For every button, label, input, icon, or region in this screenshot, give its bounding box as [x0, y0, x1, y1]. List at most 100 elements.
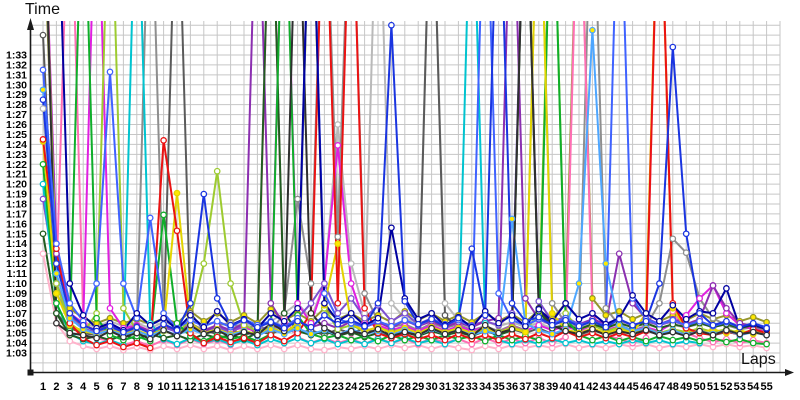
data-point-blue2-lap5[interactable]: [93, 280, 100, 287]
data-point-violet-lap38[interactable]: [535, 297, 543, 305]
data-point-blue-lap38[interactable]: [535, 313, 543, 321]
data-point-black-lap31[interactable]: [441, 330, 449, 338]
data-point-yellowgreen-lap14[interactable]: [213, 167, 221, 175]
data-point-lightpink-lap18[interactable]: [267, 341, 275, 349]
data-point-violet-lap21[interactable]: [307, 299, 315, 307]
data-point-lightpink-lap20[interactable]: [294, 341, 301, 349]
data-point-sky-lap34[interactable]: [481, 327, 489, 335]
data-point-navy-lap26[interactable]: [374, 314, 382, 322]
data-point-lightpink-lap26[interactable]: [374, 345, 382, 353]
data-point-lightpink-lap19[interactable]: [280, 345, 288, 353]
data-point-blue-lap13[interactable]: [200, 190, 208, 198]
data-point-black-lap8[interactable]: [133, 329, 141, 337]
data-point-red-lap37[interactable]: [522, 335, 529, 343]
data-point-blue-lap40[interactable]: [562, 316, 569, 324]
data-point-blue-lap47[interactable]: [656, 280, 663, 287]
data-point-lightpink-lap30[interactable]: [428, 345, 435, 353]
data-point-navy-lap13[interactable]: [200, 323, 208, 331]
data-point-blue-lap44[interactable]: [615, 315, 623, 323]
data-point-blue2-lap14[interactable]: [213, 317, 221, 325]
data-point-lightpink-lap24[interactable]: [347, 345, 355, 353]
data-point-red-lap8[interactable]: [133, 339, 141, 347]
data-point-navy-lap14[interactable]: [213, 307, 221, 315]
data-point-blue2-lap1[interactable]: [39, 66, 47, 74]
data-point-lightpink-lap14[interactable]: [213, 342, 221, 350]
data-point-magenta-lap50[interactable]: [696, 295, 703, 302]
data-point-blue-lap33[interactable]: [468, 245, 476, 253]
data-point-gray-lap39[interactable]: [548, 299, 556, 307]
data-point-blue-lap4[interactable]: [79, 321, 87, 329]
data-point-red-lap11[interactable]: [173, 227, 181, 235]
data-point-green-lap42[interactable]: [589, 336, 596, 344]
data-point-navy-lap9[interactable]: [146, 321, 154, 329]
data-point-blue-lap9[interactable]: [146, 329, 154, 337]
data-point-gray-lap47[interactable]: [656, 299, 663, 307]
data-point-lightpink-lap32[interactable]: [455, 344, 462, 352]
data-point-navy-lap51[interactable]: [709, 309, 717, 317]
data-point-black-lap43[interactable]: [602, 331, 610, 339]
data-point-sky-lap1[interactable]: [39, 86, 47, 94]
data-point-black-lap49[interactable]: [682, 332, 690, 340]
data-point-blue-lap34[interactable]: [481, 311, 489, 319]
data-point-green-lap52[interactable]: [723, 338, 730, 346]
data-point-black-lap42[interactable]: [589, 325, 596, 333]
data-point-red-lap5[interactable]: [93, 341, 100, 349]
data-point-black-lap16[interactable]: [240, 328, 248, 336]
data-point-black-lap54[interactable]: [749, 328, 757, 336]
data-point-black-lap35[interactable]: [495, 329, 502, 337]
data-point-yellow-lap39[interactable]: [548, 309, 556, 317]
data-point-green-lap50[interactable]: [696, 337, 703, 345]
data-point-blue-lap50[interactable]: [696, 309, 703, 317]
data-point-sky-lap20[interactable]: [294, 324, 301, 332]
data-point-blue-lap41[interactable]: [575, 322, 583, 330]
data-point-red-lap31[interactable]: [441, 336, 449, 344]
data-point-blue-lap12[interactable]: [187, 299, 194, 307]
data-point-red-lap23[interactable]: [334, 299, 342, 307]
data-point-blue2-lap28[interactable]: [401, 316, 409, 324]
data-point-green-lap36[interactable]: [508, 336, 516, 344]
data-point-blue-lap19[interactable]: [280, 324, 288, 332]
data-point-gray-lap25[interactable]: [361, 290, 368, 297]
data-point-gray-lap43[interactable]: [602, 304, 610, 312]
data-point-navy-lap45[interactable]: [629, 292, 636, 299]
data-point-lightpink-lap41[interactable]: [575, 344, 583, 352]
data-point-navy-lap46[interactable]: [642, 309, 650, 317]
data-point-navy-lap18[interactable]: [267, 309, 275, 317]
data-point-blue-lap7[interactable]: [120, 328, 127, 336]
data-point-olive-lap43[interactable]: [602, 311, 610, 319]
data-point-red-lap16[interactable]: [240, 334, 248, 342]
data-point-navy-lap27[interactable]: [388, 224, 395, 232]
data-point-red-lap17[interactable]: [254, 339, 261, 347]
data-point-blue2-lap22[interactable]: [321, 290, 328, 297]
data-point-green-lap34[interactable]: [481, 337, 489, 345]
data-point-green-lap54[interactable]: [749, 339, 757, 347]
data-point-gray-lap49[interactable]: [682, 249, 690, 257]
data-point-lightpink-lap28[interactable]: [401, 344, 409, 352]
data-point-sky-lap36[interactable]: [508, 215, 516, 223]
data-point-yellow-lap37[interactable]: [522, 328, 529, 336]
data-point-red-lap25[interactable]: [361, 304, 368, 312]
data-point-navy-lap48[interactable]: [669, 301, 677, 309]
data-point-black-lap22[interactable]: [321, 324, 328, 332]
data-point-sky-lap2[interactable]: [53, 270, 60, 277]
data-point-green-lap26[interactable]: [374, 337, 382, 345]
data-point-blue-lap37[interactable]: [522, 317, 529, 325]
data-point-black-lap11[interactable]: [173, 332, 181, 340]
data-point-red-lap14[interactable]: [213, 333, 221, 341]
data-point-black-lap32[interactable]: [455, 326, 462, 334]
data-point-black-lap5[interactable]: [93, 334, 100, 342]
data-point-black-lap33[interactable]: [468, 332, 476, 340]
data-point-pink-lap40[interactable]: [562, 333, 569, 341]
data-point-sky-lap44[interactable]: [615, 321, 623, 329]
data-point-black-lap40[interactable]: [562, 327, 569, 335]
data-point-black-lap9[interactable]: [146, 335, 154, 343]
data-point-green-lap46[interactable]: [642, 337, 650, 345]
data-point-blue-lap18[interactable]: [267, 318, 275, 326]
data-point-olive-lap44[interactable]: [615, 307, 623, 315]
data-point-blue-lap43[interactable]: [602, 323, 610, 331]
data-point-violet-lap1[interactable]: [39, 195, 47, 203]
data-point-violet-lap23[interactable]: [334, 309, 342, 317]
data-point-blue2-lap9[interactable]: [146, 214, 154, 222]
data-point-lightpink-lap33[interactable]: [468, 346, 476, 354]
data-point-black-lap41[interactable]: [575, 330, 583, 338]
